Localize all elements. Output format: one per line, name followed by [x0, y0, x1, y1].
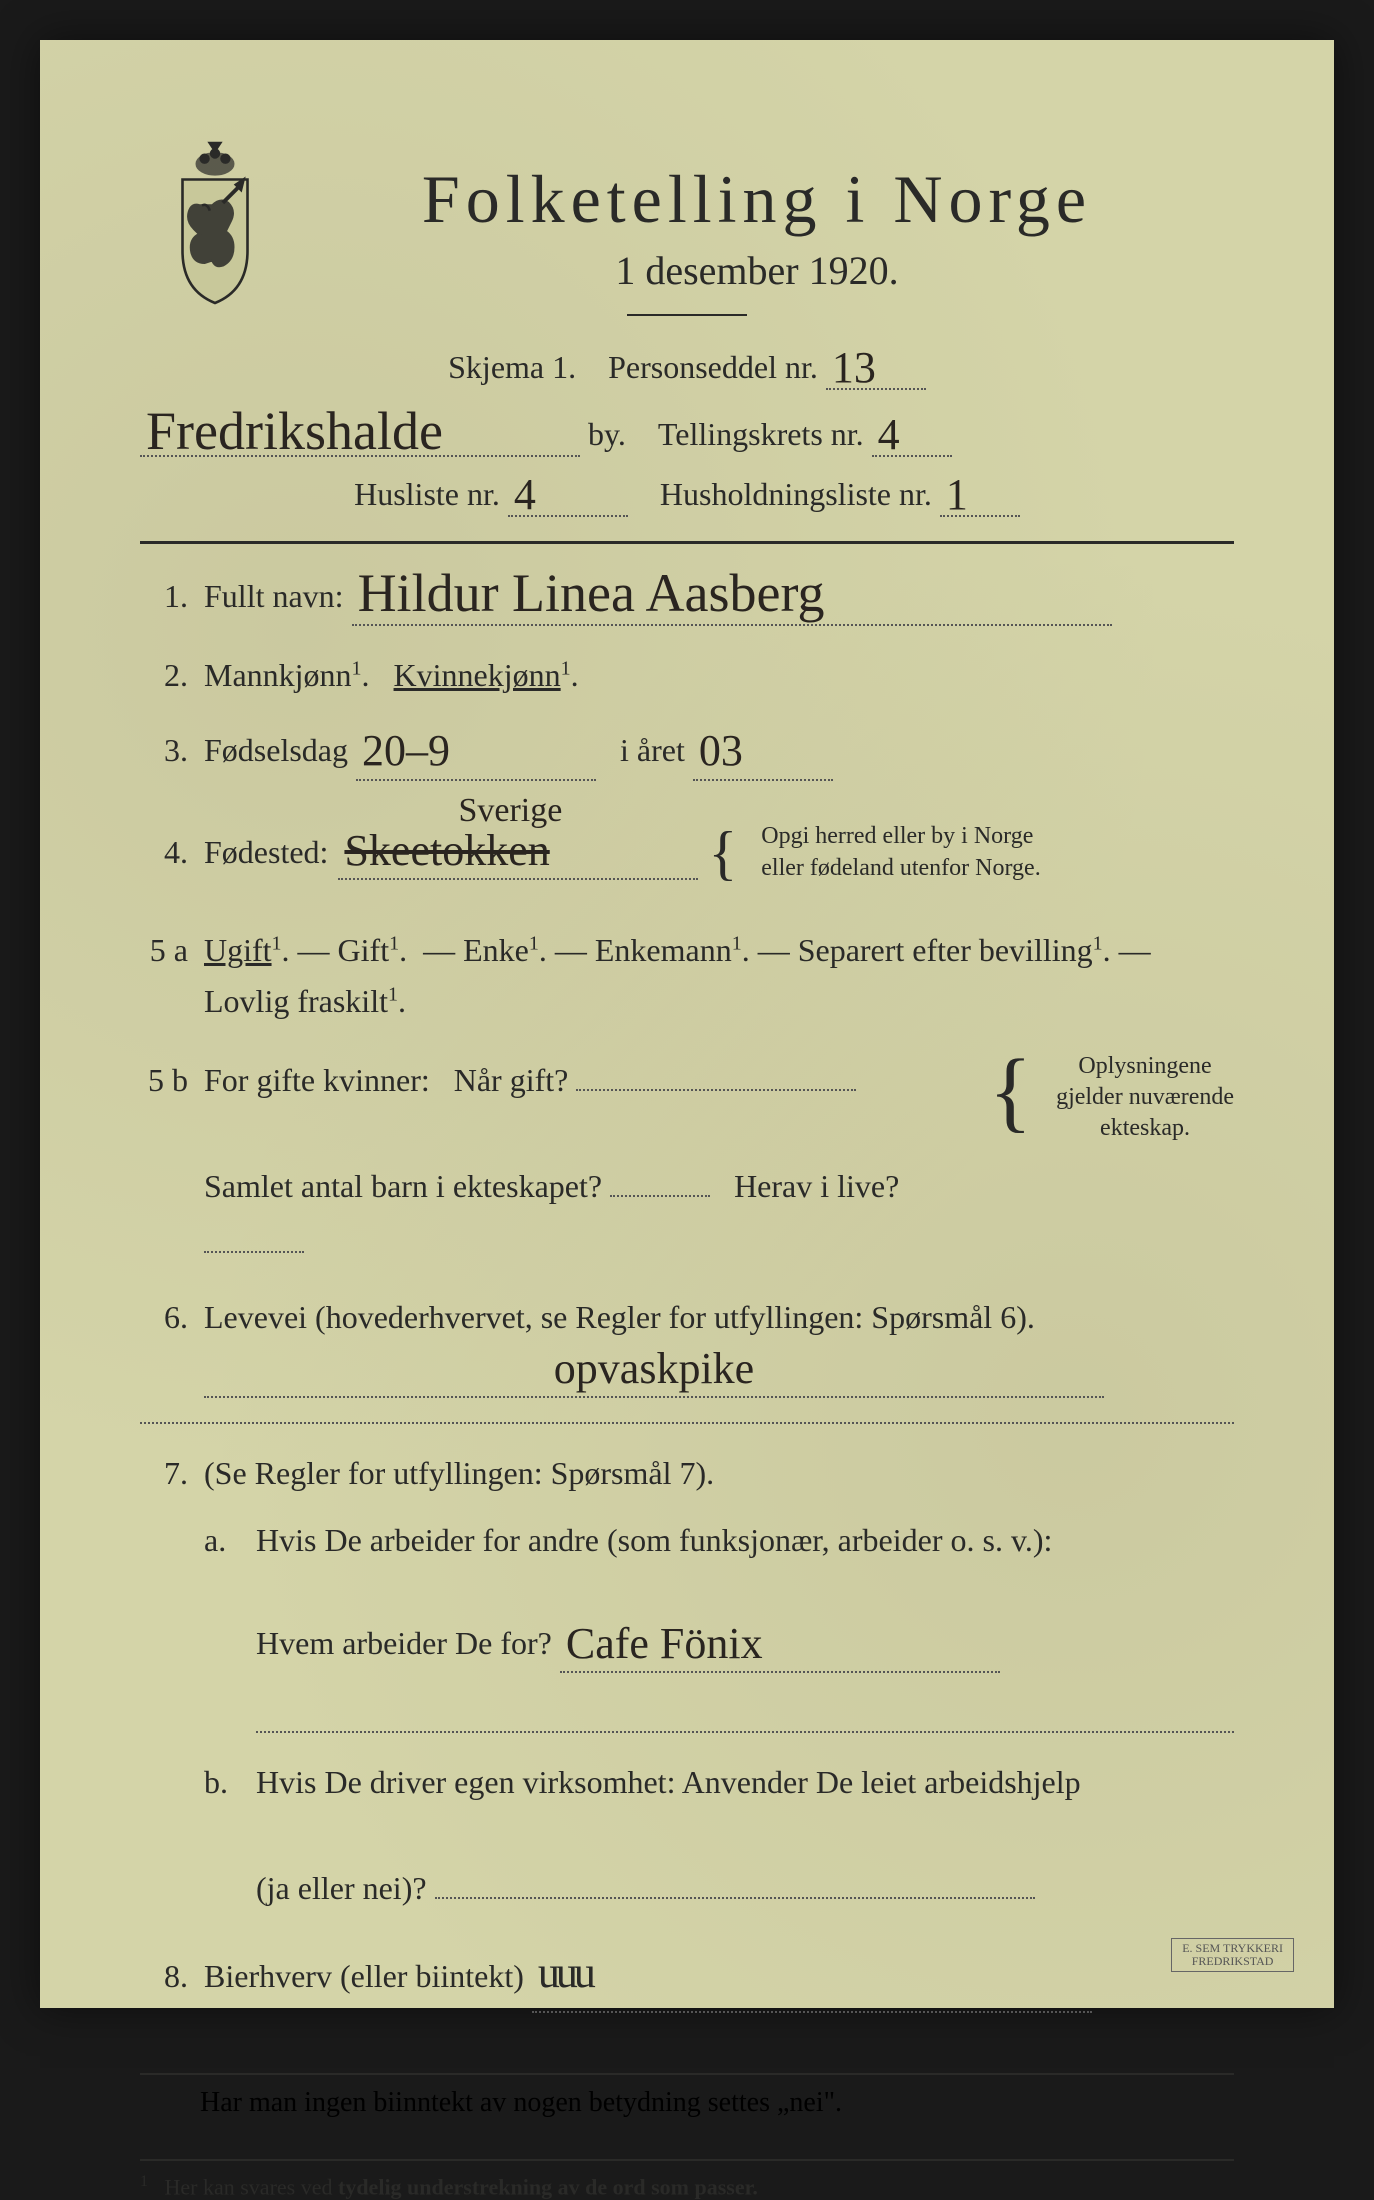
- q7a-value: Cafe Fönix: [566, 1626, 763, 1661]
- husliste-nr: 4: [514, 477, 536, 512]
- dotted-divider: [140, 1422, 1234, 1424]
- q7a-letter: a.: [204, 1515, 240, 1733]
- q5a-num: 5 a: [140, 932, 188, 969]
- q5a-gift: Gift: [338, 932, 390, 968]
- q4-value-struck: Skeetokken: [344, 833, 549, 868]
- meta-line-2: Fredrikshalde by. Tellingskrets nr. 4: [140, 406, 1234, 457]
- meta-line-3: Husliste nr. 4 Husholdningsliste nr. 1: [140, 473, 1234, 517]
- q8-num: 8.: [140, 1958, 188, 1995]
- q4-value-over: Sverige: [458, 797, 562, 824]
- brace-icon: {: [989, 1051, 1032, 1132]
- q4-label: Fødested:: [204, 827, 328, 878]
- q7-num: 7.: [140, 1455, 188, 1492]
- personseddel-nr: 13: [832, 350, 876, 385]
- q4-num: 4.: [140, 834, 188, 871]
- q5b-barn: Samlet antal barn i ekteskapet?: [204, 1168, 602, 1204]
- q5b-note: Oplysningene gjelder nuværende ekteskap.: [1056, 1051, 1234, 1145]
- footer-rule-2: [140, 2159, 1234, 2161]
- q8: 8. Bierhverv (eller biintekt) uuu: [140, 1938, 1234, 2012]
- husholdningsliste-nr: 1: [946, 477, 968, 512]
- tellingskrets-nr: 4: [878, 417, 900, 452]
- q5a-ugift: Ugift: [204, 932, 272, 968]
- husliste-label: Husliste nr.: [354, 476, 500, 513]
- q5a-enkemann: Enkemann: [595, 932, 732, 968]
- q6-value: opvaskpike: [554, 1351, 754, 1386]
- q5b-num: 5 b: [140, 1062, 188, 1099]
- q1-num: 1.: [140, 578, 188, 615]
- q7-label: (Se Regler for utfyllingen: Spørsmål 7).: [204, 1455, 714, 1491]
- census-form-page: Folketelling i Norge 1 desember 1920. Sk…: [40, 40, 1334, 2008]
- husholdningsliste-label: Husholdningsliste nr.: [660, 476, 932, 513]
- footnote-text: Her kan svares ved tydelig understreknin…: [165, 2174, 758, 2199]
- printer-stamp: E. SEM TRYKKERI FREDRIKSTAD: [1171, 1938, 1294, 1972]
- by-name: Fredrikshalde: [146, 410, 443, 453]
- tellingskrets-label: Tellingskrets nr.: [658, 416, 864, 453]
- q4: 4. Fødested: Skeetokken Sverige { Opgi h…: [140, 805, 1234, 901]
- meta-line-1: Skjema 1. Personseddel nr. 13: [140, 346, 1234, 390]
- q8-value: uuu: [538, 1948, 592, 1997]
- title: Folketelling i Norge: [280, 160, 1234, 239]
- q7b: b. Hvis De driver egen virksomhet: Anven…: [204, 1757, 1234, 1915]
- q5a-fraskilt: Lovlig fraskilt: [204, 983, 388, 1019]
- footer-note: Har man ingen biinntekt av nogen betydni…: [200, 2087, 1234, 2119]
- q3-day: 20–9: [362, 733, 450, 768]
- q5b: 5 b For gifte kvinner: Når gift? Samlet …: [140, 1051, 1234, 1268]
- header: Folketelling i Norge 1 desember 1920.: [140, 160, 1234, 316]
- q3-num: 3.: [140, 732, 188, 769]
- coat-of-arms-icon: [150, 140, 280, 310]
- q7b-line1: Hvis De driver egen virksomhet: Anvender…: [256, 1764, 1081, 1800]
- q7b-line2: (ja eller nei)?: [256, 1870, 427, 1906]
- q1-label: Fullt navn:: [204, 578, 344, 614]
- skjema-label: Skjema 1.: [448, 349, 576, 386]
- q7a-line1: Hvis De arbeider for andre (som funksjon…: [256, 1522, 1052, 1558]
- divider: [627, 314, 747, 316]
- q2-num: 2.: [140, 657, 188, 694]
- subtitle-date: 1 desember 1920.: [280, 247, 1234, 294]
- q1-value: Hildur Linea Aasberg: [358, 572, 825, 615]
- q7a: a. Hvis De arbeider for andre (som funks…: [204, 1515, 1234, 1733]
- q1: 1. Fullt navn: Hildur Linea Aasberg: [140, 568, 1234, 626]
- footnote: 1 Her kan svares ved tydelig understrekn…: [140, 2173, 1234, 2200]
- q5a-enke: Enke: [463, 932, 529, 968]
- q5a: 5 a Ugift1. — Gift1. — Enke1. — Enkemann…: [140, 925, 1234, 1027]
- q7a-line2: Hvem arbeider De for?: [256, 1625, 552, 1661]
- q6-label: Levevei (hovederhvervet, se Regler for u…: [204, 1299, 1035, 1335]
- q5b-herav: Herav i live?: [734, 1168, 899, 1204]
- q6: 6. Levevei (hovederhvervet, se Regler fo…: [140, 1292, 1234, 1398]
- q8-label: Bierhverv (eller biintekt): [204, 1958, 524, 1994]
- q7: 7. (Se Regler for utfyllingen: Spørsmål …: [140, 1448, 1234, 1914]
- q5b-naar-gift: Når gift?: [454, 1062, 569, 1098]
- q3: 3. Fødselsdag 20–9 i året 03: [140, 725, 1234, 780]
- q3-year-label: i året: [620, 732, 685, 768]
- q3-label: Fødselsdag: [204, 732, 348, 768]
- q2: 2. Mannkjønn1. Kvinnekjønn1.: [140, 650, 1234, 701]
- q5a-separert: Separert efter bevilling: [798, 932, 1093, 968]
- q2-kvinne: Kvinnekjønn: [394, 657, 561, 693]
- by-label: by.: [588, 416, 626, 453]
- footer-rule-1: [140, 2073, 1234, 2075]
- q2-mann: Mannkjønn: [204, 657, 352, 693]
- q3-year: 03: [699, 733, 743, 768]
- q5b-label1: For gifte kvinner:: [204, 1062, 430, 1098]
- brace-icon: {: [708, 805, 737, 901]
- q6-num: 6.: [140, 1299, 188, 1336]
- q7b-letter: b.: [204, 1757, 240, 1915]
- section-divider: [140, 541, 1234, 544]
- personseddel-label: Personseddel nr.: [608, 349, 818, 386]
- q4-note: Opgi herred eller by i Norge eller fødel…: [761, 821, 1040, 883]
